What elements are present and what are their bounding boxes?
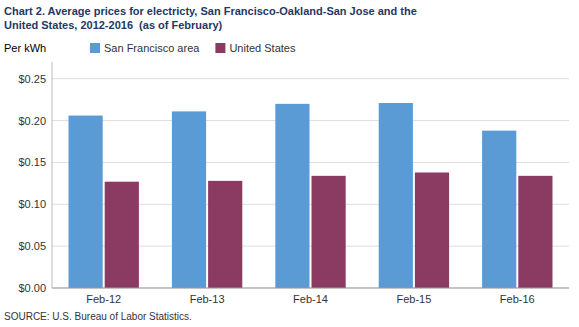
y-tick-label: $0.20 — [18, 115, 46, 127]
x-tick-label: Feb-12 — [86, 293, 121, 305]
legend-label: San Francisco area — [104, 42, 200, 54]
title-group: Chart 2. Average prices for electricty, … — [4, 5, 417, 31]
title: Chart 2. Average prices for electricty, … — [4, 5, 417, 17]
y-tick-label: $0.15 — [18, 156, 46, 168]
x-tick-label: Feb-15 — [396, 293, 431, 305]
legend-label: United States — [229, 42, 296, 54]
x-tick-label: Feb-13 — [190, 293, 225, 305]
grid-line — [52, 288, 569, 289]
bar — [312, 176, 346, 288]
y-tick-label: $0.00 — [18, 282, 46, 294]
grid-line — [52, 120, 569, 121]
bar — [208, 181, 242, 288]
grid — [52, 79, 569, 288]
bar — [275, 104, 309, 288]
source: SOURCE: U.S. Bureau of Labor Statistics. — [4, 311, 192, 322]
legend: San Francisco area United States — [90, 42, 296, 54]
legend-swatch — [215, 43, 225, 53]
bar — [172, 111, 206, 288]
x-tick-label: Feb-16 — [500, 293, 535, 305]
bar — [482, 131, 516, 288]
chart: Chart 2. Average prices for electricty, … — [0, 0, 579, 327]
y-axis-line — [52, 62, 53, 288]
title: United States, 2012-2016 (as of February… — [4, 19, 223, 31]
x-axis-line — [52, 288, 569, 289]
y-tick-label: $0.10 — [18, 198, 46, 210]
y-tick-label: $0.25 — [18, 73, 46, 85]
y-tick-label: $0.05 — [18, 240, 46, 252]
bar — [379, 103, 413, 288]
grid-line — [52, 78, 569, 79]
bar — [518, 176, 552, 288]
bar — [69, 116, 103, 288]
y-axis-label: Per kWh — [4, 42, 46, 54]
bar — [105, 182, 139, 288]
bar — [415, 172, 449, 288]
bars — [69, 103, 553, 288]
x-tick-label: Feb-14 — [293, 293, 328, 305]
legend-swatch — [90, 43, 100, 53]
